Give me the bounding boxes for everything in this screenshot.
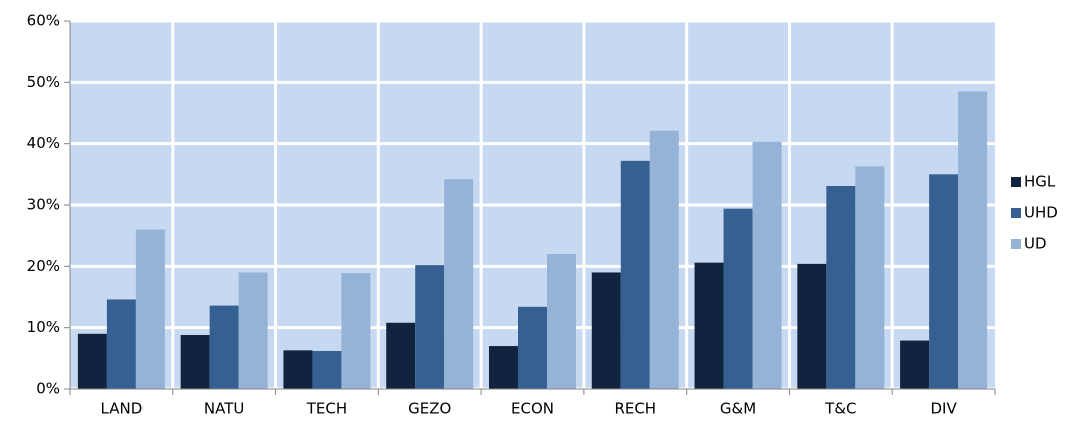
bar — [444, 179, 474, 389]
bar — [752, 141, 782, 389]
bar — [591, 272, 621, 389]
y-tick-label: 40% — [27, 134, 60, 152]
x-tick-label: ECON — [511, 400, 554, 418]
bar — [958, 91, 988, 390]
bar — [386, 322, 416, 389]
bar — [283, 350, 313, 389]
y-tick-label: 10% — [27, 318, 60, 336]
bar — [620, 160, 650, 389]
bar — [489, 346, 518, 389]
bar — [518, 306, 547, 389]
bar — [694, 262, 724, 389]
bar — [106, 299, 136, 389]
bar — [826, 185, 856, 389]
bar — [415, 265, 445, 389]
y-tick-label: 20% — [27, 257, 60, 275]
legend-swatch — [1011, 208, 1021, 218]
legend-label: UHD — [1024, 204, 1058, 222]
bar — [209, 305, 239, 389]
bar — [797, 263, 827, 389]
y-tick-label: 50% — [27, 73, 60, 91]
x-tick-label: LAND — [101, 400, 143, 418]
bar — [312, 350, 342, 389]
x-tick-label: TECH — [306, 400, 347, 418]
bar — [855, 166, 885, 389]
bar — [649, 130, 679, 389]
bar — [723, 208, 753, 389]
y-tick-label: 30% — [27, 196, 60, 214]
bar — [547, 254, 576, 389]
x-tick-label: GEZO — [408, 400, 451, 418]
y-tick-label: 0% — [36, 380, 60, 398]
legend-label: UD — [1024, 235, 1047, 253]
x-tick-label: G&M — [720, 400, 756, 418]
x-tick-label: RECH — [614, 400, 656, 418]
x-tick-label: DIV — [930, 400, 957, 418]
x-tick-label: T&C — [824, 400, 856, 418]
legend-swatch — [1011, 239, 1021, 249]
bar — [77, 333, 107, 389]
y-tick-label: 60% — [27, 12, 60, 30]
bar — [900, 340, 930, 389]
bar — [341, 273, 371, 389]
bar — [180, 335, 210, 389]
bar — [929, 174, 959, 389]
legend-label: HGL — [1024, 173, 1056, 191]
bar — [135, 229, 165, 389]
legend-swatch — [1011, 177, 1021, 187]
x-tick-label: NATU — [204, 400, 244, 418]
bar — [238, 272, 268, 389]
